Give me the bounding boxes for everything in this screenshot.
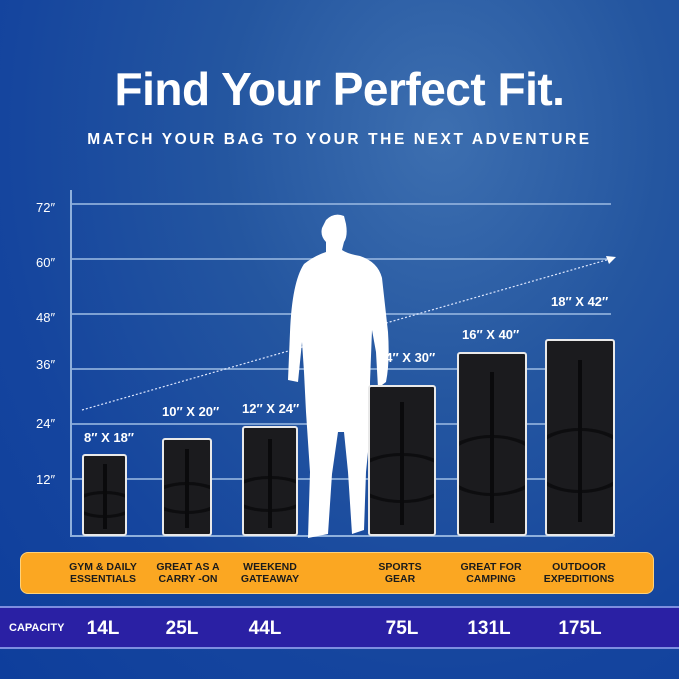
bag-image: [368, 385, 436, 536]
y-tick: 72″: [36, 200, 56, 215]
y-tick: 36″: [36, 357, 56, 372]
y-tick: 48″: [36, 310, 56, 325]
gridline: [71, 478, 611, 480]
capacity-value: 44L: [248, 618, 282, 639]
page-title: Find Your Perfect Fit.: [114, 63, 565, 115]
bag-size-label: 16″ X 40″: [462, 327, 520, 342]
bag-image: [545, 339, 615, 536]
bag-size-label: 14″ X 30″: [378, 350, 436, 365]
capacity-value: 25L: [165, 618, 199, 639]
y-tick: 12″: [36, 472, 56, 487]
capacity-band: [0, 606, 679, 649]
bag-size-label: 10″ X 20″: [162, 404, 220, 419]
bag-image: [457, 352, 527, 536]
bag-image: [162, 438, 212, 536]
person-silhouette-icon: [288, 214, 389, 538]
bag-size-label: 18″ X 42″: [551, 294, 609, 309]
subtitle: MATCH YOUR BAG TO YOUR THE NEXT ADVENTUR…: [87, 131, 592, 148]
use-case-label: GREAT FOR CAMPING: [460, 561, 522, 585]
y-axis: [70, 190, 72, 537]
capacity-value: 131L: [467, 618, 511, 639]
use-case-label: OUTDOOR EXPEDITIONS: [543, 561, 615, 585]
y-tick: 60″: [36, 255, 56, 270]
capacity-value: 14L: [86, 618, 120, 639]
use-case-band: [20, 552, 654, 594]
capacity-value: 75L: [385, 618, 419, 639]
gridline: [71, 203, 611, 205]
capacity-label: CAPACITY: [9, 622, 65, 634]
y-tick: 24″: [36, 416, 56, 431]
bag-size-label: 8″ X 18″: [84, 430, 135, 445]
baseline: [70, 535, 615, 537]
capacity-value: 175L: [558, 618, 602, 639]
use-case-label: GREAT AS A CARRY -ON: [156, 561, 220, 585]
bag-size-label: 12″ X 24″: [242, 401, 300, 416]
use-case-label: SPORTS GEAR: [378, 561, 422, 585]
bag-image: [242, 426, 298, 536]
use-case-label: GYM & DAILY ESSENTIALS: [69, 561, 137, 585]
bag-image: [82, 454, 127, 536]
use-case-label: WEEKEND GATEAWAY: [240, 561, 300, 585]
